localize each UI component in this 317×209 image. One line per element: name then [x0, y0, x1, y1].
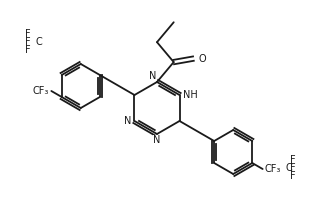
Text: F: F: [25, 37, 31, 47]
Text: O: O: [198, 54, 206, 64]
Text: NH: NH: [183, 90, 197, 100]
Text: F: F: [290, 155, 296, 165]
Text: CF₃: CF₃: [265, 164, 281, 174]
Text: F: F: [290, 163, 296, 173]
Text: N: N: [149, 71, 156, 81]
Text: N: N: [124, 116, 132, 126]
Text: N: N: [153, 135, 161, 145]
Text: C: C: [285, 163, 292, 173]
Text: F: F: [25, 29, 31, 39]
Text: F: F: [25, 45, 31, 55]
Text: C: C: [36, 37, 43, 47]
Text: CF₃: CF₃: [33, 86, 49, 96]
Text: F: F: [290, 171, 296, 181]
